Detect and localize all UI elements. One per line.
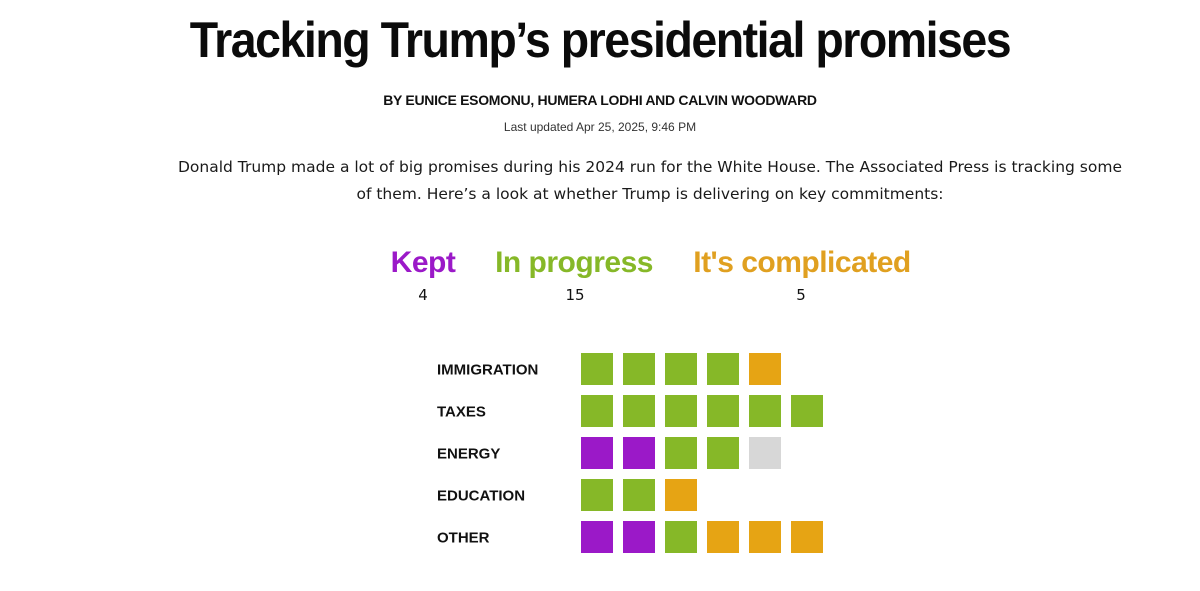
promise-square-in-progress[interactable]: [581, 353, 613, 385]
legend-kept: Kept 4: [385, 244, 461, 304]
promise-square-kept[interactable]: [623, 437, 655, 469]
promise-square-in-progress[interactable]: [581, 395, 613, 427]
row-label-taxes: TAXES: [437, 404, 486, 421]
promise-square-kept[interactable]: [581, 437, 613, 469]
promise-square-in-progress[interactable]: [791, 395, 823, 427]
promise-square-in-progress[interactable]: [707, 395, 739, 427]
legend-in-progress-label: In progress: [495, 246, 653, 279]
legend-in-progress: In progress 15: [494, 244, 654, 304]
row-label-immigration: IMMIGRATION: [437, 362, 538, 379]
promise-square-in-progress[interactable]: [665, 395, 697, 427]
row-label-energy: ENERGY: [437, 446, 500, 463]
byline: BY EUNICE ESOMONU, HUMERA LODHI AND CALV…: [383, 92, 817, 108]
legend-kept-label: Kept: [390, 246, 456, 279]
promise-square-in-progress[interactable]: [665, 437, 697, 469]
promise-square-in-progress[interactable]: [749, 395, 781, 427]
promise-square-in-progress[interactable]: [707, 353, 739, 385]
page-title: Tracking Trump’s presidential promises: [189, 12, 1012, 68]
promise-square-in-progress[interactable]: [623, 479, 655, 511]
promise-square-kept[interactable]: [623, 521, 655, 553]
row-label-other: OTHER: [437, 530, 490, 547]
promise-square-complicated[interactable]: [707, 521, 739, 553]
promise-square-complicated[interactable]: [749, 353, 781, 385]
row-label-education: EDUCATION: [437, 488, 525, 505]
promise-square-in-progress[interactable]: [623, 353, 655, 385]
last-updated: Last updated Apr 25, 2025, 9:46 PM: [503, 120, 697, 134]
promise-square-kept[interactable]: [581, 521, 613, 553]
intro-paragraph: Donald Trump made a lot of big promises …: [177, 158, 1122, 203]
promise-square-in-progress[interactable]: [581, 479, 613, 511]
promise-square-complicated[interactable]: [791, 521, 823, 553]
promise-square-other[interactable]: [749, 437, 781, 469]
legend-complicated-count: 5: [796, 286, 806, 304]
promise-square-complicated[interactable]: [749, 521, 781, 553]
promise-square-in-progress[interactable]: [665, 353, 697, 385]
promise-square-in-progress[interactable]: [665, 521, 697, 553]
promise-square-in-progress[interactable]: [623, 395, 655, 427]
legend-in-progress-count: 15: [565, 286, 585, 304]
legend-complicated: It's complicated 5: [690, 244, 914, 304]
legend-complicated-label: It's complicated: [693, 246, 911, 279]
promise-square-in-progress[interactable]: [707, 437, 739, 469]
promise-square-complicated[interactable]: [665, 479, 697, 511]
legend-kept-count: 4: [418, 286, 428, 304]
